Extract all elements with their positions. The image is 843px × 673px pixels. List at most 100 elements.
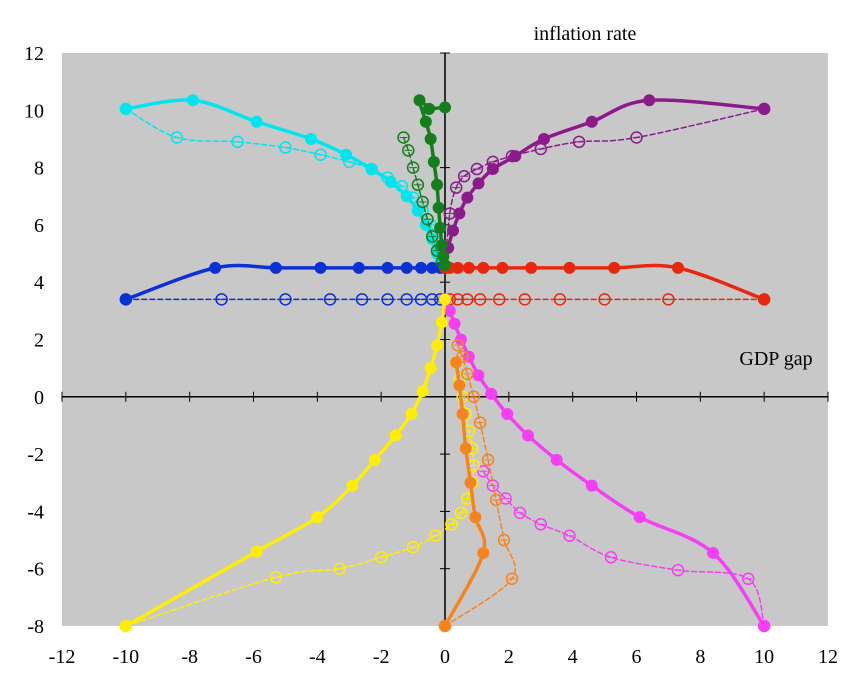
- y-tick-label: 10: [24, 100, 44, 122]
- data-point: [170, 131, 184, 144]
- data-point: [459, 442, 472, 455]
- data-point: [481, 453, 495, 467]
- x-tick-label: -2: [373, 646, 390, 668]
- axes: [61, 52, 829, 627]
- data-point: [757, 619, 771, 633]
- data-point: [443, 207, 457, 220]
- data-point: [435, 238, 448, 251]
- data-point: [534, 518, 547, 531]
- series-layer: [119, 94, 771, 633]
- data-point: [119, 619, 133, 633]
- data-point: [499, 492, 512, 505]
- series-8: [439, 293, 771, 632]
- x-tick-label: 8: [695, 646, 705, 668]
- data-point: [550, 453, 563, 466]
- data-point: [707, 546, 720, 559]
- data-point: [469, 511, 482, 524]
- data-point: [323, 293, 337, 306]
- data-point: [304, 132, 317, 145]
- series-line: [125, 361, 475, 627]
- data-point: [450, 356, 463, 369]
- data-point: [231, 135, 244, 149]
- data-point: [470, 162, 484, 176]
- data-point: [454, 506, 468, 520]
- data-point: [477, 261, 490, 274]
- data-point: [427, 155, 440, 168]
- data-point: [419, 115, 432, 128]
- data-point: [352, 261, 365, 274]
- series-line: [444, 344, 517, 627]
- data-point: [279, 293, 292, 306]
- data-point: [431, 339, 444, 352]
- data-point: [446, 224, 459, 237]
- data-point: [413, 94, 426, 107]
- data-point: [411, 178, 425, 192]
- data-point: [501, 407, 514, 420]
- data-point: [400, 293, 413, 306]
- data-point: [186, 94, 199, 107]
- data-point: [467, 390, 480, 404]
- data-point: [415, 261, 428, 274]
- data-point: [453, 379, 466, 392]
- data-point: [439, 101, 451, 114]
- data-point: [662, 293, 675, 306]
- data-point: [451, 338, 465, 352]
- data-point: [209, 261, 222, 274]
- x-tick-label: -4: [309, 646, 326, 668]
- data-point: [432, 201, 445, 214]
- y-tick-label: -4: [27, 501, 44, 523]
- series-line: [444, 108, 765, 269]
- data-point: [454, 333, 467, 346]
- data-point: [671, 563, 685, 577]
- data-point: [400, 261, 413, 274]
- data-point: [608, 261, 621, 274]
- x-tick-label: -8: [181, 646, 198, 668]
- series-3: [438, 102, 771, 275]
- data-point: [633, 511, 646, 524]
- data-point: [472, 369, 485, 382]
- data-point: [572, 135, 586, 149]
- ticks-layer: -12 -10 -8 -6 -4 -2 0 2 4 6 8 10 12 -8 -6 -4 -2 0 2 4 6 8 10 12: [24, 43, 838, 668]
- series-5: [119, 293, 452, 306]
- data-point: [355, 293, 369, 306]
- x-tick-label: 12: [818, 646, 838, 668]
- y-tick-label: 0: [34, 387, 44, 409]
- y-axis-title: inflation rate: [534, 23, 637, 45]
- data-point: [505, 572, 519, 585]
- x-tick-label: 6: [632, 646, 642, 668]
- series-15: [423, 101, 451, 115]
- series-16: [397, 131, 449, 269]
- data-point: [406, 161, 420, 174]
- data-point: [395, 179, 409, 193]
- data-point: [473, 416, 487, 429]
- data-point: [424, 362, 437, 375]
- data-point: [553, 293, 567, 306]
- data-point: [119, 293, 133, 306]
- data-point: [269, 571, 283, 584]
- x-tick-label: 4: [568, 646, 578, 668]
- data-point: [119, 102, 133, 116]
- data-point: [473, 293, 487, 306]
- x-tick-label: -10: [112, 646, 139, 668]
- data-point: [598, 293, 611, 306]
- data-point: [314, 261, 327, 274]
- data-point: [445, 518, 458, 531]
- y-tick-label: 6: [34, 215, 44, 237]
- series-7: [438, 293, 771, 306]
- series-12: [439, 356, 490, 632]
- data-point: [585, 115, 598, 128]
- data-point: [435, 255, 449, 269]
- y-tick-label: 2: [34, 330, 44, 352]
- data-point: [461, 293, 474, 306]
- data-point: [585, 479, 598, 492]
- data-point: [497, 533, 511, 547]
- series-6: [439, 261, 771, 306]
- data-point: [423, 102, 436, 115]
- data-point: [757, 293, 771, 306]
- x-tick-label: 0: [440, 646, 450, 668]
- data-point: [456, 350, 469, 363]
- data-point: [464, 476, 477, 489]
- series-line: [482, 470, 765, 627]
- data-point: [671, 261, 684, 274]
- data-point: [424, 132, 437, 145]
